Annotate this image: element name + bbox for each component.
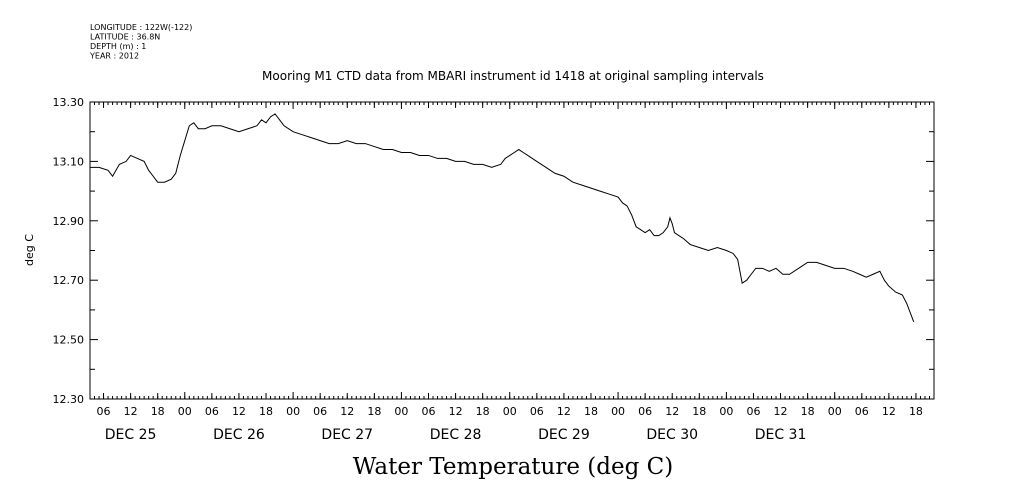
metadata-block: LONGITUDE : 122W(-122) LATITUDE : 36.8N …	[89, 23, 192, 61]
x-day-label: DEC 30	[646, 427, 698, 443]
x-hour-tick-label: 18	[476, 405, 490, 418]
y-axis: 12.30 12.50 12.70 12.90 13.10 13.30	[53, 96, 934, 406]
x-hour-tick-label: 12	[340, 405, 354, 418]
temperature-series-line	[90, 113, 915, 322]
x-hour-tick-label: 18	[584, 405, 598, 418]
plot-frame	[89, 101, 935, 400]
x-hour-tick-label: 18	[151, 405, 165, 418]
x-hour-tick-label: 12	[449, 405, 463, 418]
x-day-label: DEC 31	[755, 427, 807, 443]
x-day-label: DEC 25	[105, 427, 157, 443]
x-hour-tick-label: 06	[422, 405, 436, 418]
x-hour-tick-label: 12	[557, 405, 571, 418]
year-label: YEAR : 2012	[89, 52, 139, 61]
x-hour-tick-label: 00	[394, 405, 408, 418]
x-hour-tick-label: 06	[530, 405, 544, 418]
x-hour-tick-label: 06	[638, 405, 652, 418]
x-axis: 06 12 18 00 06 12 18 00 06 12 18 00 06 12 18 00 06 12 18 00…	[89, 102, 935, 443]
x-hour-tick-label: 06	[746, 405, 760, 418]
y-tick-label: 13.10	[53, 155, 85, 168]
x-hour-tick-label: 06	[205, 405, 219, 418]
x-axis-label: Water Temperature (deg C)	[353, 454, 673, 480]
x-hour-tick-label: 00	[503, 405, 517, 418]
chart-title: Mooring M1 CTD data from MBARI instrumen…	[262, 69, 764, 83]
x-hour-tick-label: 06	[313, 405, 327, 418]
y-tick-label: 12.50	[53, 334, 85, 347]
x-hour-tick-label: 06	[855, 405, 869, 418]
x-hour-tick-label: 18	[259, 405, 273, 418]
y-tick-label: 13.30	[53, 96, 85, 109]
y-axis-label: deg C	[23, 234, 36, 266]
x-hour-tick-label: 12	[124, 405, 138, 418]
x-hour-tick-label: 18	[692, 405, 706, 418]
x-day-label: DEC 27	[321, 427, 373, 443]
x-hour-tick-label: 00	[178, 405, 192, 418]
latitude-label: LATITUDE : 36.8N	[90, 33, 160, 42]
x-hour-tick-label: 18	[367, 405, 381, 418]
x-day-label: DEC 29	[538, 427, 590, 443]
x-hour-tick-label: 12	[882, 405, 896, 418]
x-hour-tick-label: 00	[611, 405, 625, 418]
x-hour-tick-label: 00	[828, 405, 842, 418]
x-hour-tick-label: 18	[801, 405, 815, 418]
x-hour-tick-label: 12	[232, 405, 246, 418]
x-hour-tick-label: 18	[909, 405, 923, 418]
x-day-label: DEC 28	[430, 427, 482, 443]
y-tick-label: 12.90	[53, 215, 85, 228]
y-tick-label: 12.30	[53, 393, 85, 406]
x-day-label: DEC 26	[213, 427, 265, 443]
y-tick-label: 12.70	[53, 274, 85, 287]
x-hour-tick-label: 12	[774, 405, 788, 418]
x-hour-tick-label: 06	[97, 405, 111, 418]
x-hour-tick-label: 12	[665, 405, 679, 418]
depth-label: DEPTH (m) : 1	[90, 42, 146, 51]
longitude-label: LONGITUDE : 122W(-122)	[90, 23, 192, 32]
x-hour-tick-label: 00	[719, 405, 733, 418]
x-hour-tick-label: 00	[286, 405, 300, 418]
